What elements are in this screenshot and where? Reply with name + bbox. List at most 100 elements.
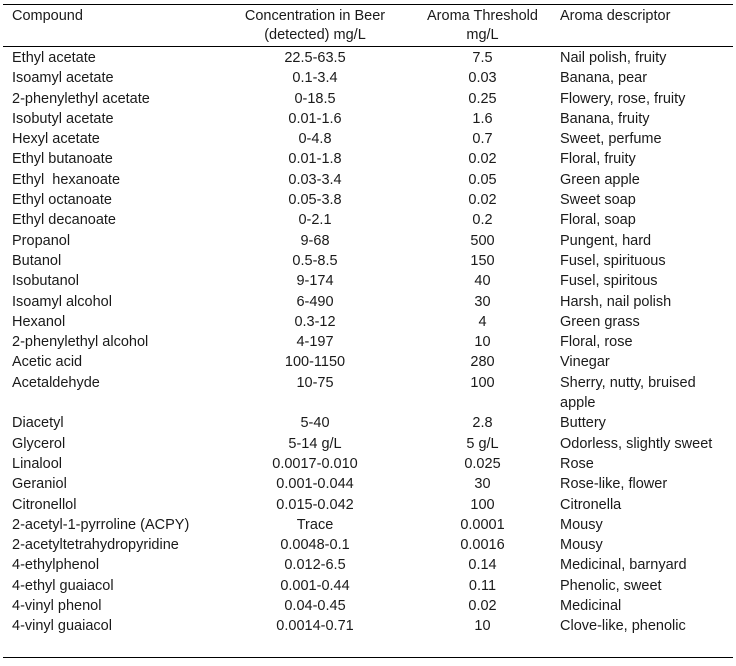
cell-descriptor: Sweet soap: [560, 192, 636, 209]
table-row: 4-vinyl guaiacol 0.0014-0.71 10 Clove-like,…: [0, 616, 736, 636]
cell-threshold: 0.11: [468, 577, 497, 594]
header-concentration: Concentration in Beer (detected) mg/L: [220, 7, 410, 45]
table-row: 4-vinyl phenol 0.04-0.45 0.02 Medicinal: [0, 596, 736, 616]
table-row: Hexyl acetate 0-4.8 0.7 Sweet, perfume: [0, 129, 736, 149]
table-row: Propanol 9-68 500 Pungent, hard: [0, 231, 736, 251]
table-row: Glycerol 5-14 g/L 5 g/L Odorless, slightly …: [0, 434, 736, 454]
cell-concentration: 0.0048-0.1: [280, 537, 350, 554]
cell-concentration: 0.04-0.45: [284, 598, 346, 615]
cell-threshold: 280: [470, 354, 495, 371]
cell-threshold: 0.2: [472, 212, 493, 229]
cell-concentration: 100-1150: [284, 354, 346, 371]
header-compound: Compound: [12, 8, 83, 24]
header-concentration-line1: Concentration in Beer: [244, 8, 386, 24]
cell-compound: Diacetyl: [12, 415, 64, 432]
cell-descriptor: Floral, rose: [560, 334, 633, 351]
header-descriptor: Aroma descriptor: [560, 8, 671, 24]
cell-compound: Ethyl hexanoate: [12, 171, 121, 188]
cell-compound: Acetic acid: [12, 354, 83, 371]
cell-descriptor: Harsh, nail polish: [560, 293, 672, 310]
cell-descriptor: Citronella: [560, 496, 622, 513]
cell-descriptor: Pungent, hard: [560, 232, 652, 249]
cell-descriptor: Clove-like, phenolic: [560, 618, 686, 635]
cell-compound: 2-phenylethyl alcohol: [12, 334, 149, 351]
cell-descriptor: Green apple: [560, 171, 640, 188]
cell-concentration: 0-2.1: [298, 212, 332, 229]
header-threshold-line1: Aroma Threshold: [427, 8, 538, 24]
cell-descriptor: Medicinal: [560, 598, 622, 615]
cell-descriptor: Vinegar: [560, 354, 610, 371]
cell-compound: 2-acetyl-1-pyrroline (ACPY): [12, 516, 190, 533]
cell-compound: Acetaldehyde: [12, 374, 100, 391]
cell-compound: Ethyl acetate: [12, 50, 96, 66]
cell-concentration: 0.015-0.042: [276, 496, 354, 513]
table-row: 2-acetyltetrahydropyridine 0.0048-0.1 0.00…: [0, 535, 736, 555]
cell-concentration: 22.5-63.5: [284, 50, 346, 66]
cell-compound: Ethyl decanoate: [12, 212, 116, 229]
table-row: Citronellol 0.015-0.042 100 Citronella: [0, 495, 736, 515]
cell-descriptor: Sherry, nutty, bruised apple: [560, 374, 696, 412]
header-threshold: Aroma Threshold mg/L: [420, 7, 545, 45]
cell-concentration: 5-14 g/L: [288, 435, 342, 452]
cell-compound: Glycerol: [12, 435, 66, 452]
cell-threshold: 30: [474, 293, 491, 310]
table-row: 2-phenylethyl alcohol 4-197 10 Floral, rose: [0, 332, 736, 352]
table-row: Acetic acid 100-1150 280 Vinegar: [0, 352, 736, 372]
cell-threshold: 10: [474, 618, 491, 635]
cell-descriptor: Odorless, slightly sweet: [560, 435, 713, 452]
cell-concentration: 5-40: [300, 415, 330, 432]
cell-threshold: 0.02: [468, 598, 497, 615]
cell-descriptor: Green grass: [560, 313, 640, 330]
table-body: Ethyl acetate 22.5-63.5 7.5 Nail polish, fr…: [0, 48, 736, 637]
cell-compound: Isoamyl acetate: [12, 70, 114, 87]
cell-threshold: 2.8: [472, 415, 493, 432]
table-row: Ethyl acetate 22.5-63.5 7.5 Nail polish, fr…: [0, 48, 736, 68]
table-row: Ethyl butanoate 0.01-1.8 0.02 Floral, fruit…: [0, 149, 736, 169]
cell-descriptor: Rose: [560, 455, 594, 472]
table-row: 4-ethyl guaiacol 0.001-0.44 0.11 Phenolic, …: [0, 576, 736, 596]
table-row: Isobutyl acetate 0.01-1.6 1.6 Banana, fruit…: [0, 109, 736, 129]
cell-descriptor: Banana, fruity: [560, 110, 650, 127]
cell-concentration: 0.0014-0.71: [276, 618, 354, 635]
cell-compound: Isoamyl alcohol: [12, 293, 112, 310]
header-threshold-line2: mg/L: [466, 27, 499, 43]
cell-descriptor: Floral, soap: [560, 212, 636, 229]
cell-descriptor: Buttery: [560, 415, 606, 432]
cell-compound: 2-acetyltetrahydropyridine: [12, 537, 179, 554]
cell-threshold: 0.7: [472, 131, 493, 148]
table-row: Ethyl hexanoate 0.03-3.4 0.05 Green apple: [0, 170, 736, 190]
cell-compound: 4-ethyl guaiacol: [12, 577, 114, 594]
table-row: Isoamyl acetate 0.1-3.4 0.03 Banana, pear: [0, 68, 736, 88]
cell-descriptor: Rose-like, flower: [560, 476, 668, 493]
cell-threshold: 0.05: [468, 171, 497, 188]
table-row: Geraniol 0.001-0.044 30 Rose-like, flower: [0, 474, 736, 494]
table-top-rule: [3, 4, 733, 5]
cell-threshold: 100: [470, 496, 495, 513]
cell-threshold: 30: [474, 476, 491, 493]
cell-threshold: 0.0016: [460, 537, 505, 554]
header-concentration-line2: (detected) mg/L: [264, 27, 366, 43]
cell-concentration: 9-174: [296, 273, 334, 290]
cell-compound: 4-vinyl phenol: [12, 598, 102, 615]
cell-compound: Isobutanol: [12, 273, 79, 290]
cell-descriptor: Mousy: [560, 516, 603, 533]
cell-concentration: 0.05-3.8: [288, 192, 342, 209]
cell-descriptor: Fusel, spiritous: [560, 273, 658, 290]
table-row: Isoamyl alcohol 6-490 30 Harsh, nail polish: [0, 292, 736, 312]
cell-threshold: 5 g/L: [466, 435, 499, 452]
cell-concentration: 0.1-3.4: [292, 70, 338, 87]
cell-concentration: 0.0017-0.010: [272, 455, 358, 472]
cell-concentration: 4-197: [296, 334, 334, 351]
cell-compound: Butanol: [12, 252, 62, 269]
cell-threshold: 0.14: [468, 557, 497, 574]
cell-compound: Hexyl acetate: [12, 131, 100, 148]
cell-concentration: 0.01-1.6: [288, 110, 342, 127]
cell-concentration: 10-75: [296, 374, 334, 391]
cell-compound: 2-phenylethyl acetate: [12, 90, 150, 107]
cell-descriptor: Sweet, perfume: [560, 131, 662, 148]
cell-concentration: Trace: [296, 516, 334, 533]
cell-threshold: 40: [474, 273, 491, 290]
table-row: Hexanol 0.3-12 4 Green grass: [0, 312, 736, 332]
cell-threshold: 0.25: [468, 90, 497, 107]
cell-compound: Ethyl butanoate: [12, 151, 113, 168]
